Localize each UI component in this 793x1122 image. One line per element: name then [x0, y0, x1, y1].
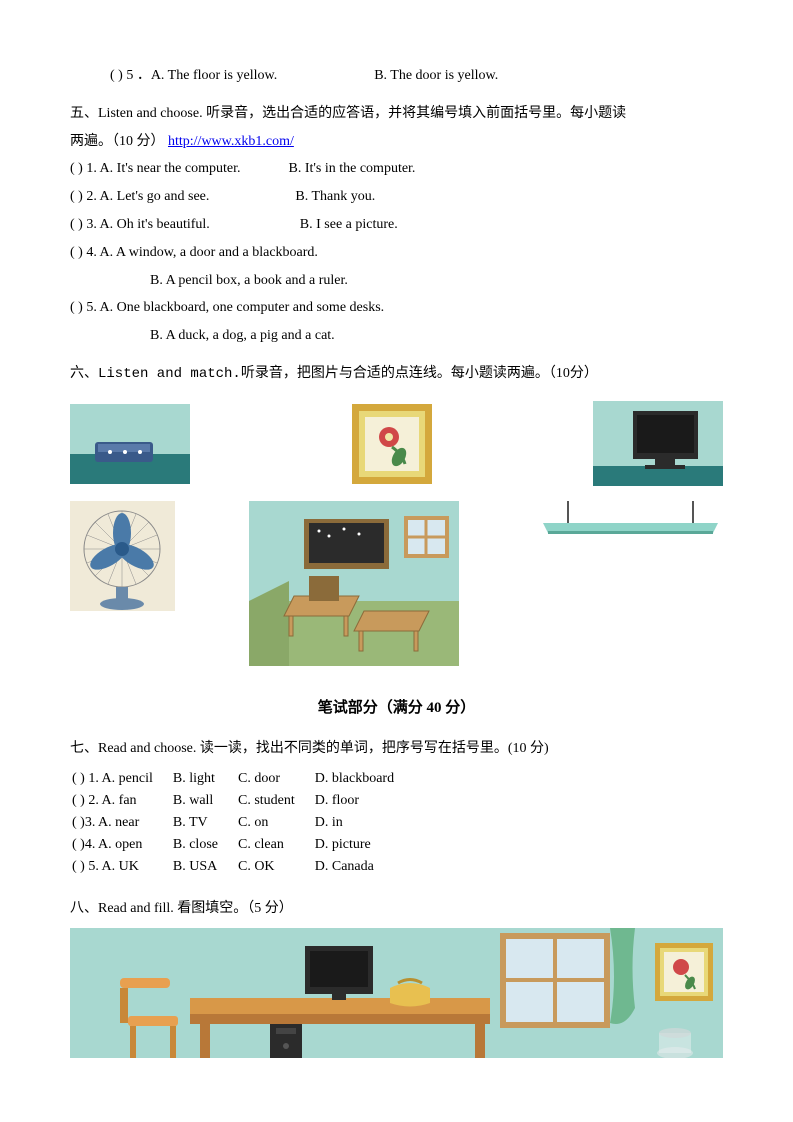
section7-heading: 七、Read and choose. 读一读，找出不同类的单词，把序号写在括号里…	[70, 737, 723, 761]
q4-item5-b: B. The door is yellow.	[374, 68, 498, 83]
pencilbox-image	[70, 404, 190, 484]
section8-heading: 八、Read and fill. 看图填空。（5 分）	[70, 897, 723, 921]
section8-room-image	[70, 928, 723, 1058]
table-row: ( )4. A. openB. closeC. cleanD. picture	[72, 835, 412, 855]
table-row: ( ) 5. A. UKB. USAC. OKD. Canada	[72, 857, 412, 877]
section5-heading-line2: 两遍。（10 分） http://www.xkb1.com/	[70, 130, 723, 154]
section6-images-row2	[70, 501, 723, 666]
q4-item5-a: ( ) 5 ．A. The floor is yellow.	[110, 68, 277, 83]
section5-items: ( ) 1. A. It's near the computer.B. It's…	[70, 157, 723, 348]
section5-heading-line1: 五、Listen and choose. 听录音，选出合适的应答语，并将其编号填…	[70, 102, 723, 126]
table-row: ( )3. A. nearB. TVC. onD. in	[72, 813, 412, 833]
section6-images-row1	[70, 399, 723, 489]
q4-item5: ( ) 5 ．A. The floor is yellow. B. The do…	[70, 64, 723, 88]
table-row: ( ) 1. A. pencilB. lightC. doorD. blackb…	[72, 769, 412, 789]
table-row: ( ) 2. A. fanB. wallC. studentD. floor	[72, 791, 412, 811]
computer-image	[593, 401, 723, 486]
section7-table: ( ) 1. A. pencilB. lightC. doorD. blackb…	[70, 767, 414, 879]
written-part-heading: 笔试部分（满分 40 分）	[70, 696, 723, 717]
light-image	[533, 501, 723, 551]
classroom-image	[249, 501, 459, 666]
fan-image	[70, 501, 175, 611]
section5-link[interactable]: http://www.xkb1.com/	[168, 134, 294, 149]
section6-heading: 六、Listen and match.听录音，把图片与合适的点连线。每小题读两遍…	[70, 362, 723, 387]
picture-frame-image	[347, 399, 437, 489]
